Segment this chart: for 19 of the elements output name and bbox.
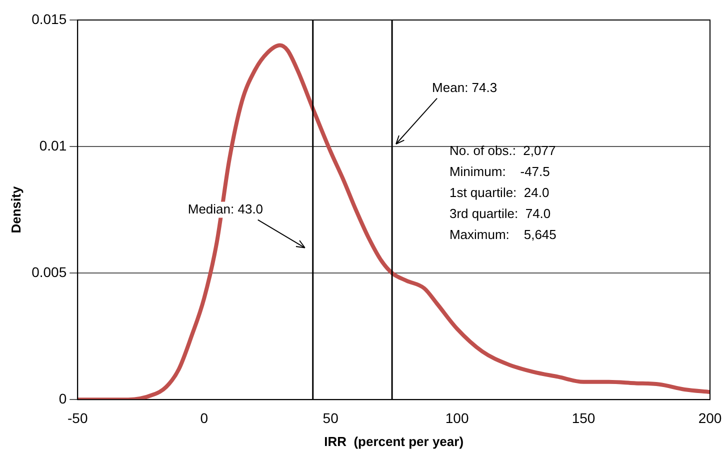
annotation: 1st quartile: 24.0 bbox=[449, 185, 550, 200]
x-tick-label: 200 bbox=[698, 410, 722, 426]
annotation: Minimum: -47.5 bbox=[449, 164, 550, 180]
x-tick-label: 50 bbox=[322, 410, 339, 426]
ref-line-label: Mean: 74.3 bbox=[432, 80, 498, 95]
annotation: 3rd quartile: 74.0 bbox=[449, 206, 551, 222]
x-tick-label: 100 bbox=[445, 410, 469, 426]
x-tick-label: 0 bbox=[200, 410, 208, 426]
y-axis-title: Density bbox=[8, 186, 24, 234]
y-tick-label: 0.01 bbox=[39, 137, 67, 154]
ref-line-label: Median: 43.0 bbox=[188, 201, 264, 216]
y-tick-label: 0.005 bbox=[32, 264, 67, 280]
x-axis-title: IRR (percent per year) bbox=[324, 434, 464, 449]
y-tick-label: 0 bbox=[58, 390, 67, 406]
x-tick-label: 150 bbox=[572, 410, 596, 426]
annotation: No. of obs.: 2,077 bbox=[449, 143, 556, 158]
y-tick-label: 0.015 bbox=[32, 10, 67, 27]
x-tick-label: -50 bbox=[68, 410, 88, 426]
annotation: Maximum: 5,645 bbox=[449, 227, 556, 242]
